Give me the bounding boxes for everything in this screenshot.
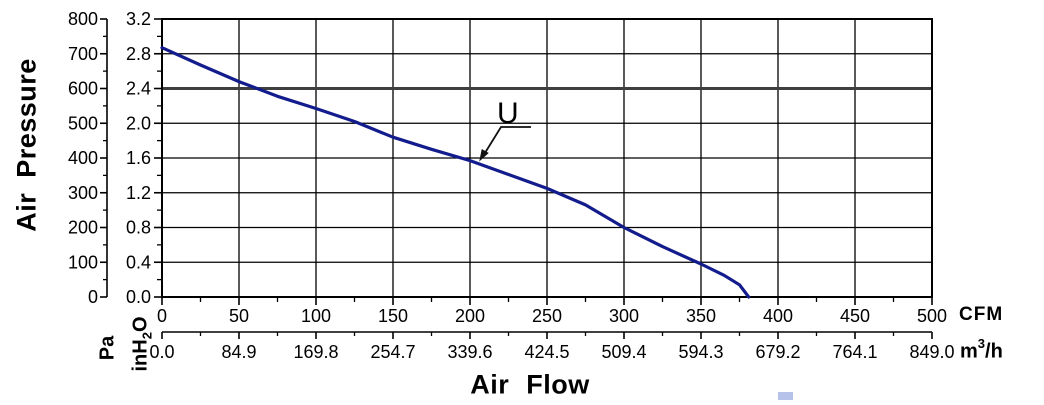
curve-U	[160, 46, 751, 299]
pa-tick-label: 200	[68, 218, 98, 238]
y-axis-title: Air Pressure	[11, 58, 42, 232]
cfm-tick-label: 200	[455, 306, 485, 326]
cfm-tick-label: 300	[609, 306, 639, 326]
pa-tick-label: 800	[68, 9, 98, 29]
m3h-tick-label: 339.6	[447, 342, 492, 362]
pa-unit-label: Pa	[96, 335, 119, 361]
inh2o-tick-label: 0.0	[126, 287, 151, 307]
cfm-unit-label: CFM	[959, 304, 1004, 325]
inh2o-tick-label: 2.4	[126, 79, 151, 99]
m3h-tick-label: 0.0	[149, 342, 174, 362]
pa-tick-label: 300	[68, 183, 98, 203]
curve-annotation-label: U	[497, 97, 519, 130]
scan-artifact	[778, 392, 793, 400]
inh2o-tick-label: 2.0	[126, 113, 151, 133]
cfm-tick-label: 50	[229, 306, 249, 326]
m3h-tick-label: 169.8	[293, 342, 338, 362]
cfm-tick-label: 100	[301, 306, 331, 326]
cfm-tick-label: 0	[157, 306, 167, 326]
inh2o-tick-label: 1.6	[126, 148, 151, 168]
pa-tick-label: 100	[68, 252, 98, 272]
pa-tick-label: 500	[68, 113, 98, 133]
cfm-tick-label: 400	[763, 306, 793, 326]
m3h-tick-label: 509.4	[601, 342, 646, 362]
inh2o-unit-text: inH	[129, 339, 152, 372]
inh2o-subscript: 2	[139, 332, 155, 340]
inh2o-unit-text-end: O	[129, 316, 152, 333]
inh2o-unit-label: inH2O	[130, 316, 155, 371]
pa-tick-label: 700	[68, 44, 98, 64]
m3h-unit-text-end: /h	[985, 340, 1003, 363]
inh2o-tick-label: 0.8	[126, 218, 151, 238]
cfm-tick-label: 500	[917, 306, 947, 326]
m3h-tick-label: 679.2	[755, 342, 800, 362]
m3h-superscript: 3	[977, 336, 986, 351]
cfm-tick-label: 350	[686, 306, 716, 326]
cfm-tick-label: 250	[532, 306, 562, 326]
inh2o-tick-label: 3.2	[126, 9, 151, 29]
inh2o-tick-label: 0.4	[126, 252, 151, 272]
pa-tick-label: 0	[88, 287, 98, 307]
m3h-tick-label: 424.5	[524, 342, 569, 362]
m3h-tick-label: 254.7	[370, 342, 415, 362]
inh2o-tick-label: 1.2	[126, 183, 151, 203]
inh2o-tick-label: 2.8	[126, 44, 151, 64]
cfm-tick-label: 150	[378, 306, 408, 326]
x-axis-title: Air Flow	[470, 369, 590, 400]
annotation-leader-line	[484, 126, 531, 153]
pa-tick-label: 400	[68, 148, 98, 168]
cfm-tick-label: 450	[840, 306, 870, 326]
m3h-tick-label: 849.0	[909, 342, 954, 362]
annotation-arrowhead	[479, 148, 489, 162]
m3h-unit-text: m	[960, 340, 978, 363]
m3h-tick-label: 84.9	[221, 342, 256, 362]
pa-tick-label: 600	[68, 79, 98, 99]
m3h-tick-label: 594.3	[678, 342, 723, 362]
m3h-unit-label: m3/h	[960, 336, 1003, 364]
m3h-tick-label: 764.1	[832, 342, 877, 362]
